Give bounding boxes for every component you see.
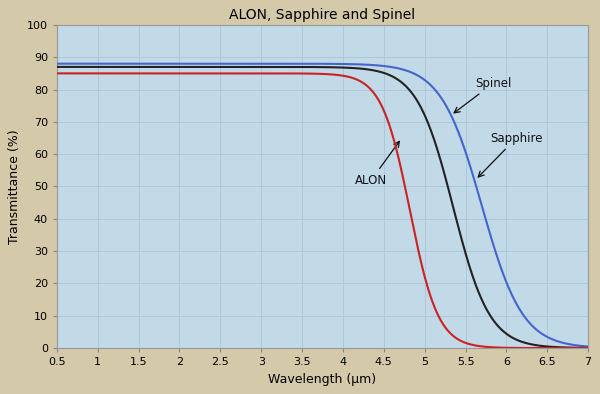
Text: ALON: ALON [355, 141, 400, 186]
Title: ALON, Sapphire and Spinel: ALON, Sapphire and Spinel [229, 8, 416, 22]
Y-axis label: Transmittance (%): Transmittance (%) [8, 129, 22, 244]
X-axis label: Wavelength (μm): Wavelength (μm) [268, 373, 377, 386]
Text: Spinel: Spinel [454, 76, 512, 113]
Text: Sapphire: Sapphire [478, 132, 542, 177]
